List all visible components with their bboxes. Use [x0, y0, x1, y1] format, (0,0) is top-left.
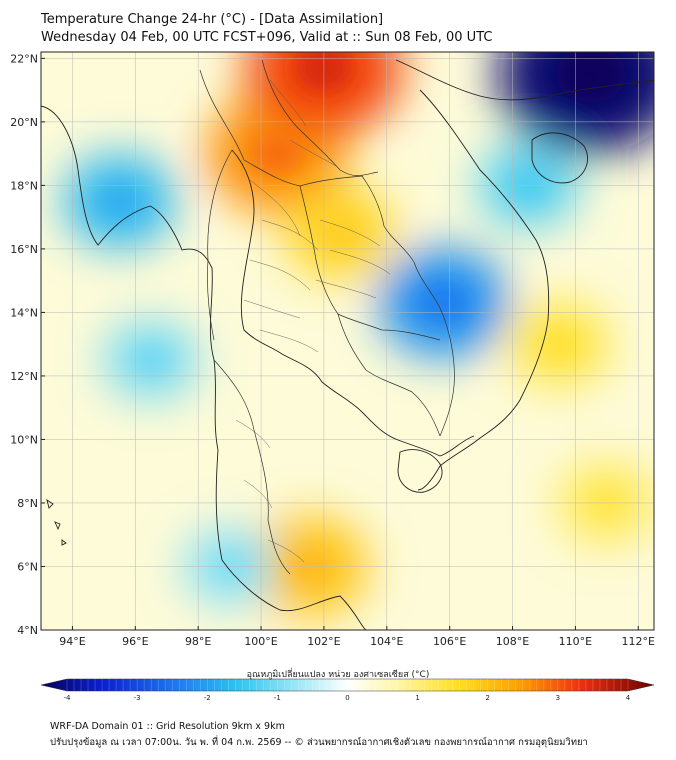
colorbar-tick-label: 0 [345, 694, 349, 702]
colorbar-tick-label: -4 [64, 694, 72, 702]
province-borders [235, 79, 391, 563]
lat-tick-label: 10°N [10, 433, 38, 446]
country-borders [199, 59, 455, 575]
lon-tick-label: 100°E [244, 635, 277, 648]
lon-tick-label: 106°E [433, 635, 466, 648]
colorbar-tick-label: 1 [415, 694, 419, 702]
lat-tick-label: 16°N [10, 243, 38, 256]
lon-tick-label: 96°E [122, 635, 148, 648]
lat-tick-label: 22°N [10, 52, 38, 65]
colorbar: -4 -3 -2 -1 0 1 2 3 4 [40, 678, 655, 702]
lon-tick-label: 94°E [59, 635, 85, 648]
colorbar-tick-label: -3 [134, 694, 141, 702]
lon-tick-label: 108°E [496, 635, 529, 648]
map-gridlines [41, 52, 654, 630]
anomaly-core-south-china-sea-cold [556, 52, 626, 104]
footer-model-info: WRF-DA Domain 01 :: Grid Resolution 9km … [50, 721, 285, 732]
colorbar-tick-label: 3 [556, 694, 560, 702]
lon-tick-label: 98°E [185, 635, 211, 648]
lon-tick-label: 110°E [559, 635, 592, 648]
anomaly-core-bay-of-bengal-cool [100, 185, 139, 218]
latitude-labels: 22°N 20°N 18°N 16°N 14°N 12°N 10°N 8°N 6°N 4°N [10, 52, 45, 637]
colorbar-tick-label: -1 [274, 694, 281, 702]
colorbar-ticks: -4 -3 -2 -1 0 1 2 3 4 [64, 679, 631, 702]
colorbar-title: อุณหภูมิเปลี่ยนแปลง หน่วย องศาเซลเซียส (… [246, 670, 430, 680]
colorbar-tick-label: 4 [626, 694, 631, 702]
lat-tick-label: 6°N [17, 560, 38, 573]
anomaly-core-andaman-sea-cool [135, 347, 167, 374]
lat-tick-label: 8°N [17, 497, 38, 510]
anomaly-core-northeast-thailand-warm [320, 217, 359, 250]
longitude-labels: 94°E 96°E 98°E 100°E 102°E 104°E 106°E 108°E 110… [59, 626, 655, 648]
lat-tick-label: 4°N [17, 624, 38, 637]
footer-credit: ปรับปรุงข้อมูล ณ เวลา 07:00น. วัน พ. ที่… [50, 737, 588, 748]
anomaly-core-vietnam-coast-warm [542, 329, 578, 359]
lon-tick-label: 102°E [307, 635, 340, 648]
chart-subtitle: Wednesday 04 Feb, 00 UTC FCST+096, Valid… [41, 30, 493, 45]
map-panel [41, 52, 654, 630]
lat-tick-label: 14°N [10, 306, 38, 319]
lon-tick-label: 104°E [370, 635, 403, 648]
colorbar-tick-label: -2 [204, 694, 211, 702]
map-frame [40, 51, 655, 631]
lon-tick-label: 112°E [622, 635, 655, 648]
colorbar-tick-label: 2 [486, 694, 490, 702]
coastline-outline [41, 59, 654, 630]
lat-tick-label: 20°N [10, 116, 38, 129]
lat-tick-label: 18°N [10, 179, 38, 192]
chart-title: Temperature Change 24-hr (°C) - [Data As… [41, 12, 384, 27]
anomaly-core-northern-thailand-warm [251, 132, 302, 175]
lat-tick-label: 12°N [10, 370, 38, 383]
